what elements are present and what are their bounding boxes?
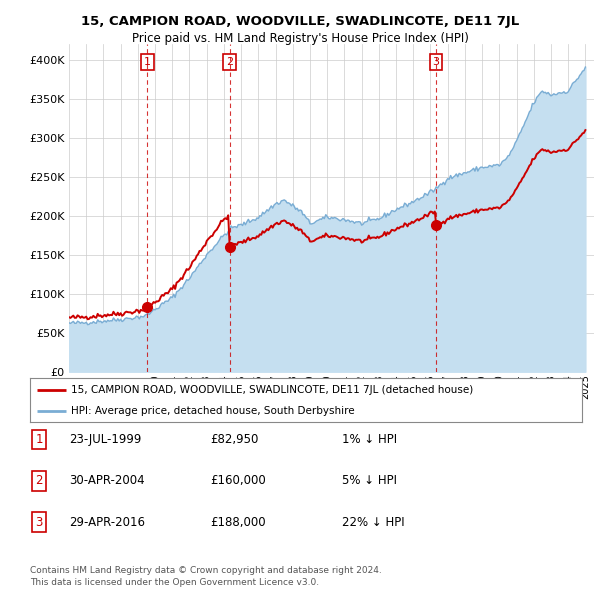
Text: 2: 2 [226, 57, 233, 67]
Text: 29-APR-2016: 29-APR-2016 [69, 516, 145, 529]
Text: Contains HM Land Registry data © Crown copyright and database right 2024.
This d: Contains HM Land Registry data © Crown c… [30, 566, 382, 587]
Text: Price paid vs. HM Land Registry's House Price Index (HPI): Price paid vs. HM Land Registry's House … [131, 32, 469, 45]
Text: £188,000: £188,000 [210, 516, 266, 529]
Text: 5% ↓ HPI: 5% ↓ HPI [342, 474, 397, 487]
Text: HPI: Average price, detached house, South Derbyshire: HPI: Average price, detached house, Sout… [71, 406, 355, 416]
Text: 3: 3 [433, 57, 440, 67]
Text: 23-JUL-1999: 23-JUL-1999 [69, 433, 142, 446]
Text: £82,950: £82,950 [210, 433, 259, 446]
Text: 15, CAMPION ROAD, WOODVILLE, SWADLINCOTE, DE11 7JL: 15, CAMPION ROAD, WOODVILLE, SWADLINCOTE… [81, 15, 519, 28]
Text: 1: 1 [144, 57, 151, 67]
Text: 2: 2 [35, 474, 43, 487]
Text: £160,000: £160,000 [210, 474, 266, 487]
Text: 3: 3 [35, 516, 43, 529]
Text: 22% ↓ HPI: 22% ↓ HPI [342, 516, 404, 529]
Text: 1: 1 [35, 433, 43, 446]
Text: 1% ↓ HPI: 1% ↓ HPI [342, 433, 397, 446]
Text: 15, CAMPION ROAD, WOODVILLE, SWADLINCOTE, DE11 7JL (detached house): 15, CAMPION ROAD, WOODVILLE, SWADLINCOTE… [71, 385, 473, 395]
Text: 30-APR-2004: 30-APR-2004 [69, 474, 145, 487]
